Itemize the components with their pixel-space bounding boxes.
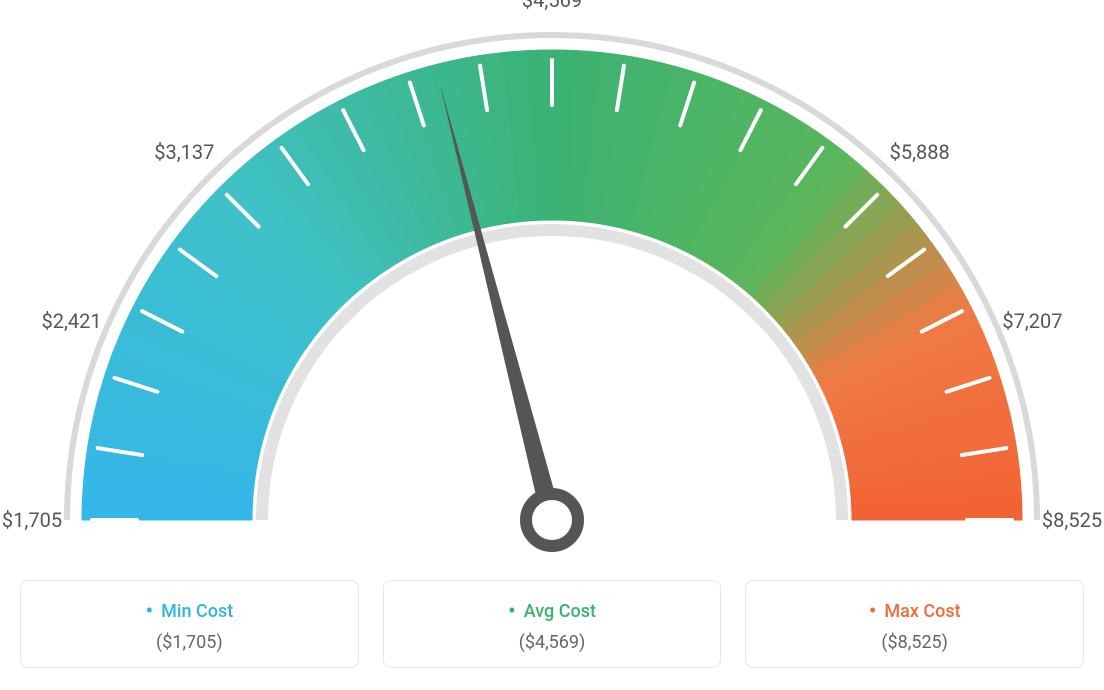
- gauge-tick-label: $1,705: [2, 508, 62, 532]
- gauge-chart: $1,705$2,421$3,137$4,569$5,888$7,207$8,5…: [20, 20, 1084, 560]
- gauge-svg: [20, 20, 1084, 560]
- gauge-tick-label: $3,137: [154, 140, 214, 164]
- legend-value-avg: ($4,569): [394, 632, 711, 653]
- gauge-tick-label: $8,525: [1042, 508, 1102, 532]
- legend-title-max: Max Cost: [756, 599, 1073, 624]
- gauge-tick-label: $2,421: [42, 309, 102, 333]
- gauge-tick-label: $4,569: [522, 0, 582, 12]
- legend-title-avg: Avg Cost: [394, 599, 711, 624]
- legend-row: Min Cost ($1,705) Avg Cost ($4,569) Max …: [20, 580, 1084, 668]
- gauge-tick-label: $7,207: [1002, 309, 1062, 333]
- legend-card-avg: Avg Cost ($4,569): [383, 580, 722, 668]
- legend-title-min: Min Cost: [31, 599, 348, 624]
- gauge-tick-label: $5,888: [890, 140, 950, 164]
- legend-card-min: Min Cost ($1,705): [20, 580, 359, 668]
- legend-value-min: ($1,705): [31, 632, 348, 653]
- legend-card-max: Max Cost ($8,525): [745, 580, 1084, 668]
- legend-value-max: ($8,525): [756, 632, 1073, 653]
